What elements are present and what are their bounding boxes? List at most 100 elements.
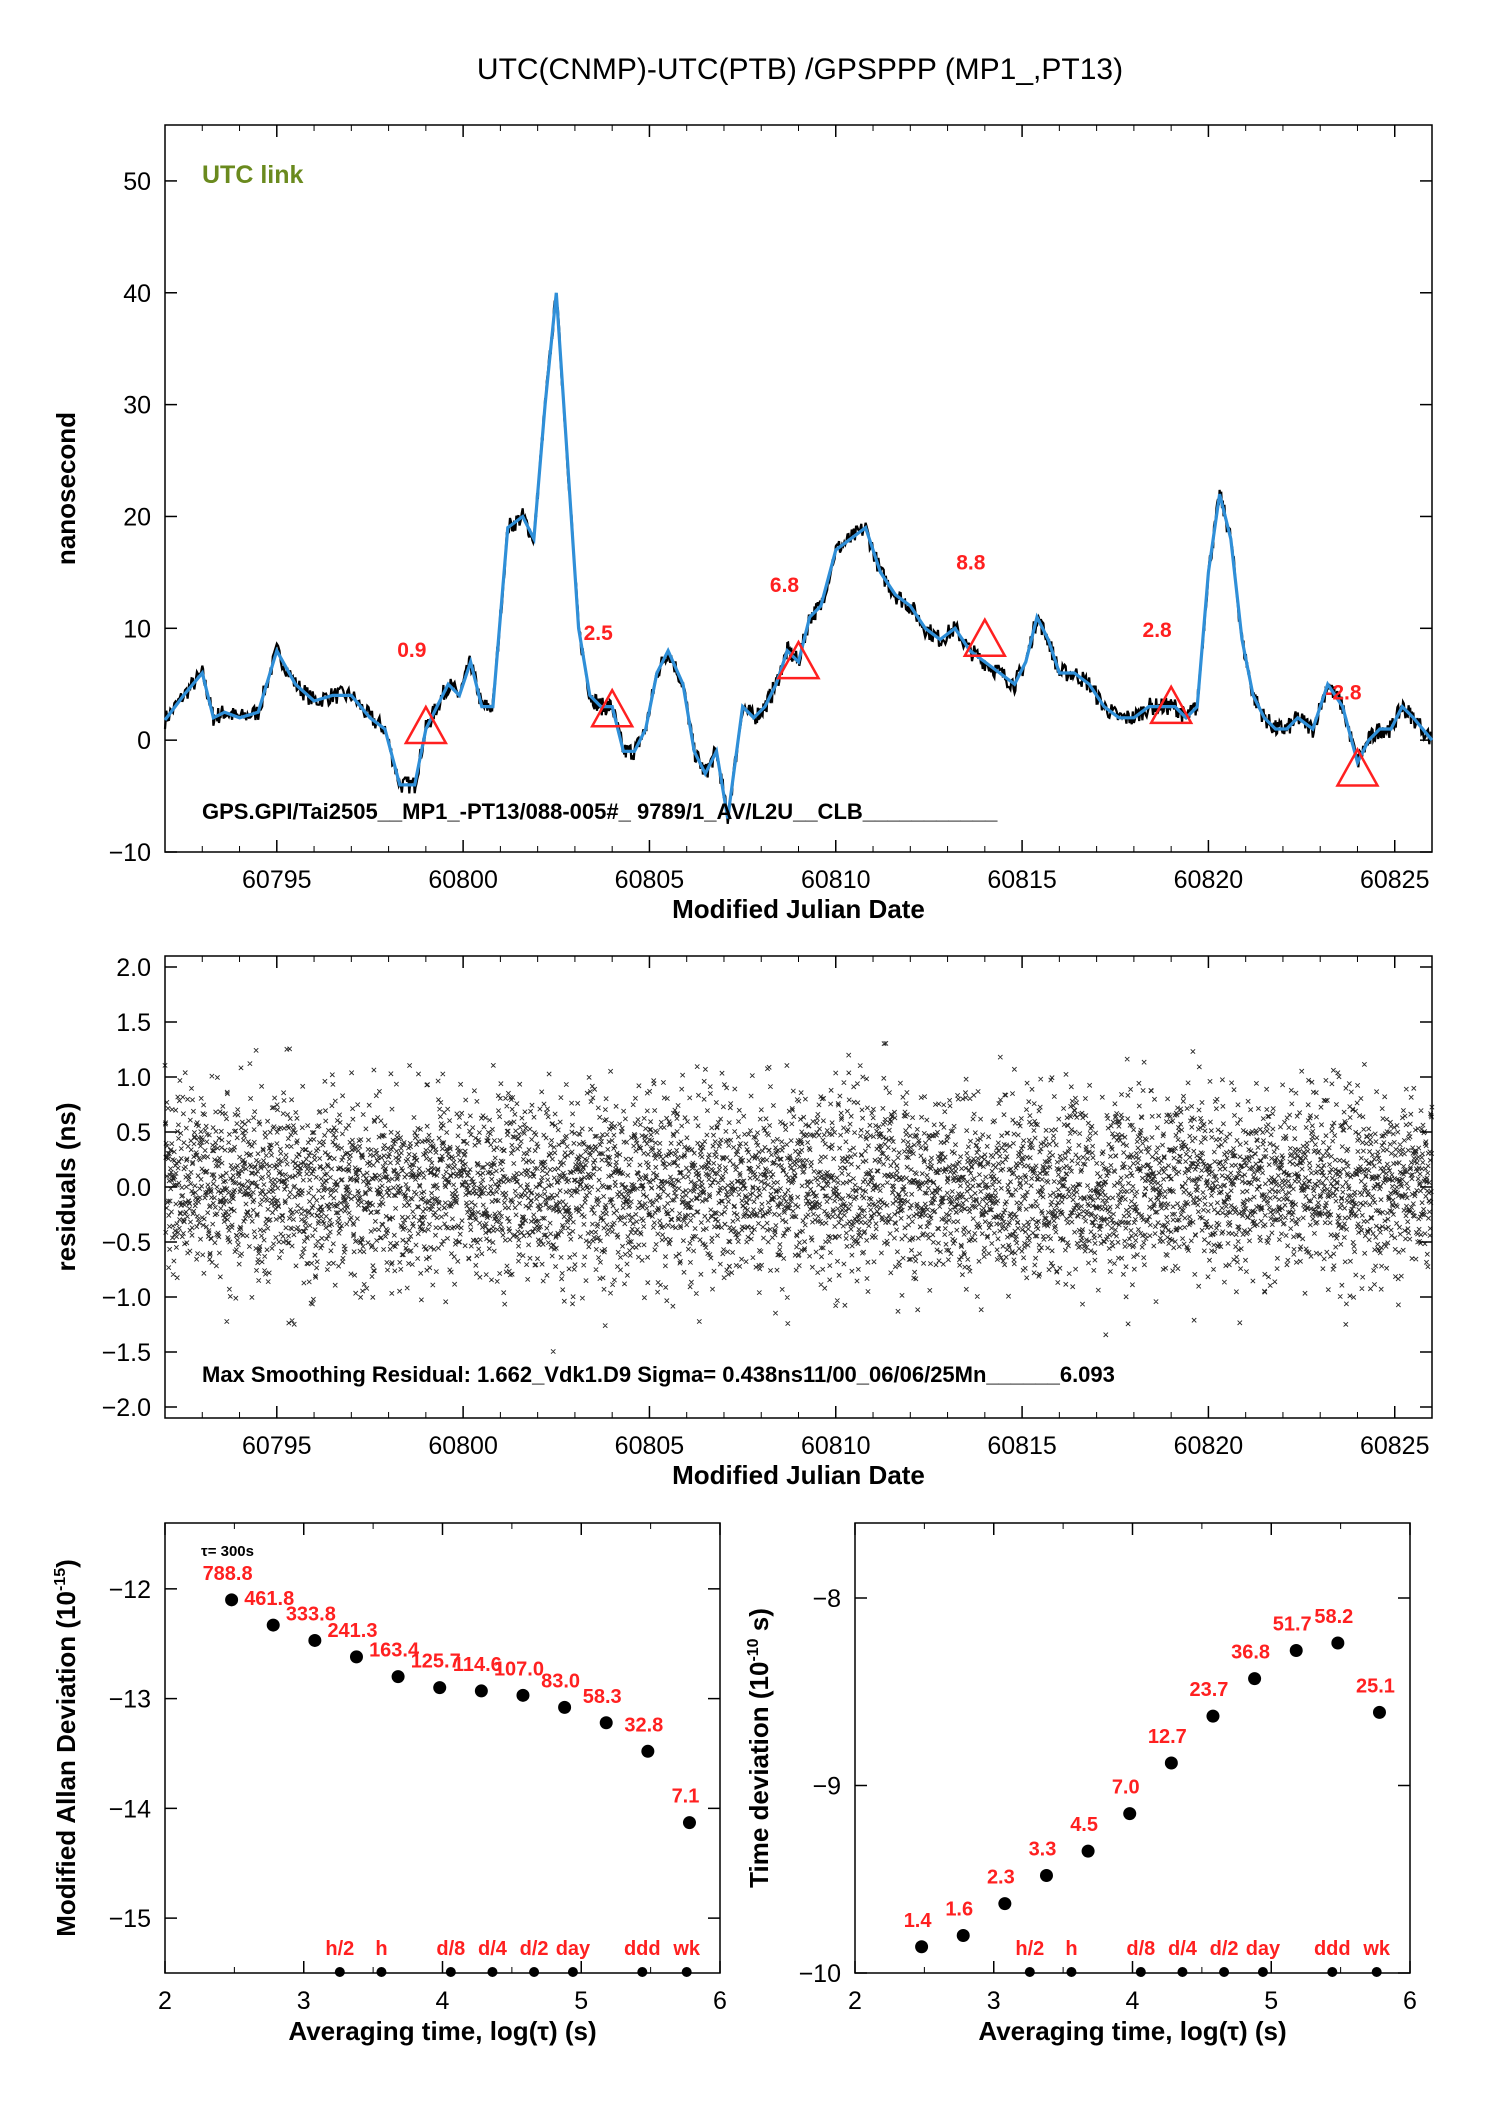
y-tick-label: −8 bbox=[812, 1585, 841, 1613]
deviation-point-label: 2.3 bbox=[987, 1867, 1015, 1889]
x-tick-label: 2 bbox=[158, 1987, 172, 2015]
ref-interval-label: d/8 bbox=[436, 1938, 465, 1960]
deviation-point-label: 1.4 bbox=[904, 1910, 933, 1932]
deviation-point bbox=[1081, 1844, 1095, 1858]
ref-interval-label: d/4 bbox=[478, 1938, 508, 1960]
y-tick-label: −12 bbox=[109, 1576, 151, 1604]
deviation-point-label: 58.2 bbox=[1314, 1606, 1353, 1628]
ref-interval-point bbox=[1371, 1967, 1382, 1977]
marker-triangle bbox=[1149, 684, 1194, 725]
deviation-point bbox=[1289, 1644, 1303, 1657]
x-axis-label: Modified Julian Date bbox=[672, 1460, 925, 1490]
y-tick-label: −10 bbox=[799, 1960, 841, 1988]
x-tick-label: 3 bbox=[297, 1987, 311, 2015]
ref-interval-point bbox=[567, 1967, 578, 1977]
x-tick-label: 60805 bbox=[615, 866, 685, 894]
tau-note: τ= 300s bbox=[201, 1543, 254, 1560]
residuals-chart: 60795 60800 60805 60810 60815 60820 60825 −2.0 −… bbox=[51, 954, 1435, 1490]
deviation-point-label: 25.1 bbox=[1356, 1675, 1395, 1697]
x-axis-label: Averaging time, log(τ) (s) bbox=[978, 2016, 1286, 2046]
x-tick-label: 60810 bbox=[801, 1432, 871, 1460]
deviation-point bbox=[558, 1700, 572, 1714]
tdev-chart: 2 3 4 5 6 −10 −9 −8 1.4 1.6 2.3 3.3 4.5 7.0 12.7 23.736… bbox=[744, 1522, 1417, 2046]
mdev-chart: 2 3 4 5 6 −15 −14 −13 −12 788.8 461.8333.8241.3163… bbox=[51, 1522, 727, 2046]
deviation-point-label: 461.8 bbox=[244, 1588, 294, 1610]
y-axis-label: residuals (ns) bbox=[51, 1102, 81, 1271]
deviation-point-label: 788.8 bbox=[203, 1563, 253, 1585]
ref-interval-label: day bbox=[556, 1938, 591, 1960]
ref-interval-point bbox=[445, 1967, 456, 1977]
deviation-point-label: 333.8 bbox=[286, 1603, 336, 1625]
deviation-point bbox=[308, 1633, 322, 1647]
ref-interval-label: ddd bbox=[1314, 1938, 1351, 1960]
ref-interval-label: d/4 bbox=[1168, 1938, 1198, 1960]
y-tick-label: 1.5 bbox=[116, 1009, 151, 1037]
x-tick-label: 60800 bbox=[428, 866, 498, 894]
x-tick-label: 60820 bbox=[1174, 866, 1244, 894]
x-tick-label: 4 bbox=[436, 1987, 450, 2015]
x-axis-label: Averaging time, log(τ) (s) bbox=[288, 2016, 596, 2046]
y-tick-label: −15 bbox=[109, 1905, 151, 1933]
y-tick-label: 40 bbox=[123, 280, 151, 308]
deviation-point bbox=[349, 1650, 363, 1664]
deviation-point bbox=[682, 1816, 696, 1830]
deviation-point-label: 7.1 bbox=[672, 1786, 700, 1808]
ref-interval-point bbox=[1257, 1967, 1268, 1977]
deviation-point bbox=[1331, 1636, 1345, 1650]
deviation-point bbox=[1039, 1869, 1053, 1882]
deviation-point bbox=[474, 1684, 488, 1698]
deviation-point-label: 23.7 bbox=[1190, 1679, 1229, 1701]
deviation-point bbox=[641, 1744, 655, 1758]
deviation-point-label: 241.3 bbox=[327, 1620, 377, 1642]
deviation-point-label: 12.7 bbox=[1148, 1726, 1187, 1748]
deviation-point bbox=[1123, 1807, 1137, 1821]
x-tick-label: 60815 bbox=[987, 1432, 1057, 1460]
deviation-point-label: 7.0 bbox=[1112, 1777, 1140, 1799]
x-tick-label: 4 bbox=[1126, 1987, 1140, 2015]
x-axis-label: Modified Julian Date bbox=[672, 894, 925, 924]
marker-label: 8.8 bbox=[956, 552, 986, 575]
y-tick-label: 10 bbox=[123, 615, 151, 643]
deviation-point-label: 125.7 bbox=[411, 1651, 461, 1673]
ref-interval-point bbox=[681, 1967, 692, 1977]
deviation-point bbox=[433, 1681, 447, 1695]
y-tick-label: −13 bbox=[109, 1686, 151, 1714]
marker-label: 6.8 bbox=[770, 574, 800, 597]
ref-interval-label: wk bbox=[672, 1938, 701, 1960]
deviation-point bbox=[1164, 1756, 1178, 1770]
deviation-point bbox=[225, 1593, 239, 1607]
deviation-point-label: 32.8 bbox=[624, 1714, 663, 1736]
ref-interval-point bbox=[1024, 1967, 1035, 1977]
deviation-point bbox=[915, 1940, 929, 1954]
deviation-point-label: 51.7 bbox=[1273, 1614, 1312, 1636]
raw-series-line bbox=[163, 300, 1432, 824]
deviation-point-label: 114.6 bbox=[453, 1654, 502, 1676]
ref-interval-point bbox=[1066, 1967, 1077, 1977]
ref-interval-label: h bbox=[1065, 1938, 1077, 1960]
ref-interval-point bbox=[334, 1967, 345, 1977]
ref-interval-point bbox=[637, 1967, 648, 1977]
ref-interval-point bbox=[1219, 1967, 1230, 1977]
smoothed-series-line bbox=[163, 292, 1434, 819]
y-tick-label: 30 bbox=[123, 392, 151, 420]
ref-interval-label: d/2 bbox=[1210, 1938, 1239, 1960]
y-tick-label: 50 bbox=[123, 168, 151, 196]
y-tick-label: −10 bbox=[109, 839, 151, 867]
ref-interval-point bbox=[529, 1967, 540, 1977]
ref-interval-label: h/2 bbox=[325, 1938, 354, 1960]
y-tick-label: 0 bbox=[137, 727, 151, 755]
y-axis-label: nanosecond bbox=[51, 412, 81, 565]
x-tick-label: 60825 bbox=[1360, 866, 1430, 894]
y-tick-label: 0.0 bbox=[116, 1174, 151, 1202]
deviation-point bbox=[998, 1897, 1012, 1911]
page-title: UTC(CNMP)-UTC(PTB) /GPSPPP (MP1_,PT13) bbox=[477, 53, 1123, 86]
deviation-point-label: 58.3 bbox=[583, 1686, 622, 1708]
deviation-point bbox=[516, 1688, 530, 1702]
marker-triangle bbox=[403, 704, 448, 745]
deviation-point bbox=[1372, 1705, 1386, 1719]
residual-points bbox=[162, 1040, 1435, 1355]
marker-triangle bbox=[962, 617, 1007, 657]
marker-triangle bbox=[776, 639, 821, 680]
ref-interval-label: wk bbox=[1362, 1938, 1391, 1960]
x-tick-label: 60820 bbox=[1174, 1432, 1244, 1460]
